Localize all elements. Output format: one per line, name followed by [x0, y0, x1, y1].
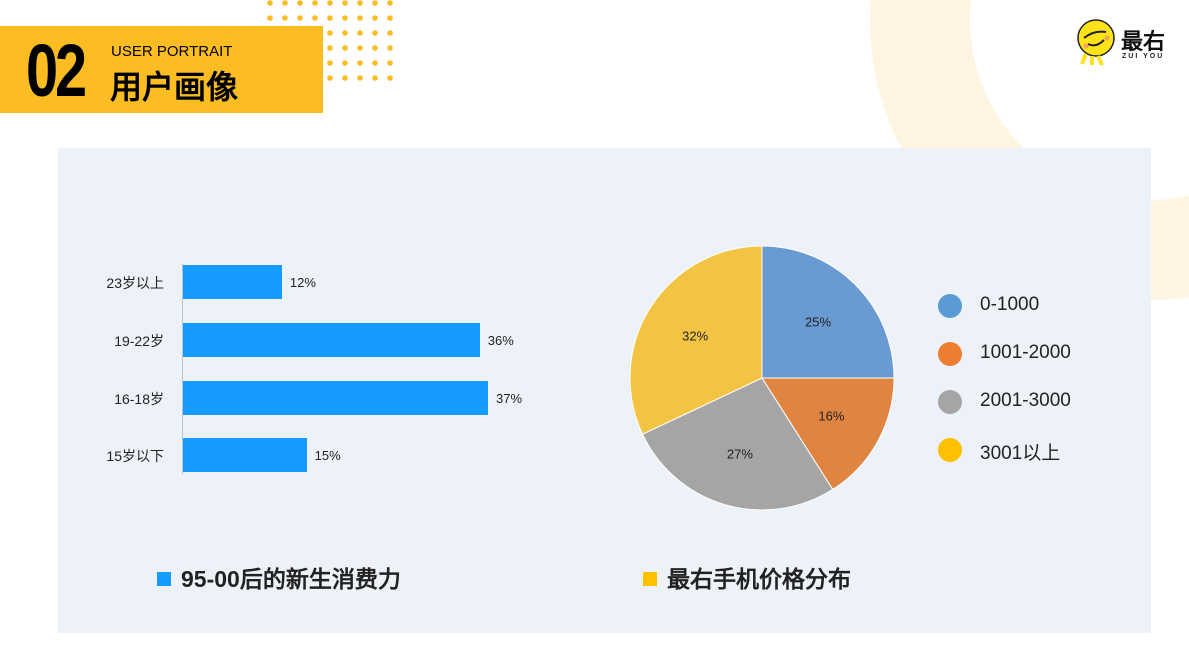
legend-swatch-icon [938, 438, 962, 462]
section-subtitle: USER PORTRAIT [111, 43, 233, 60]
bar-value-label: 37% [496, 391, 523, 406]
dot [342, 60, 348, 66]
legend-label: 0-1000 [980, 294, 1040, 315]
dot [327, 30, 333, 36]
dot [267, 15, 273, 21]
bar [183, 381, 488, 415]
dot [357, 75, 363, 81]
dot [387, 0, 393, 6]
bar [183, 323, 480, 357]
dot [372, 30, 378, 36]
legend-item: 2001-3000 [938, 390, 1138, 416]
logo-text: 最右 [1121, 29, 1166, 54]
pie-value-label: 16% [818, 408, 845, 424]
legend-item: 3001以上 [938, 438, 1138, 464]
bar-category-label: 19-22岁 [114, 333, 164, 349]
legend-label: 3001以上 [980, 443, 1061, 464]
dot [387, 45, 393, 51]
logo-mascot-icon [1077, 19, 1115, 66]
dot [267, 0, 273, 6]
pie-chart [629, 245, 895, 511]
pie-chart-caption: 最右手机价格分布 [643, 560, 851, 594]
dot [387, 15, 393, 21]
dot [372, 15, 378, 21]
dot [387, 30, 393, 36]
section-number: 02 [26, 29, 87, 112]
dot [357, 60, 363, 66]
bar-value-label: 15% [314, 448, 341, 463]
bar-category-label: 16-18岁 [114, 391, 164, 407]
logo-subtext: ZUI YOU [1122, 53, 1165, 60]
legend-swatch-icon [938, 342, 962, 366]
dot [357, 30, 363, 36]
caption-text: 最右手机价格分布 [667, 566, 851, 592]
dot [327, 15, 333, 21]
dot [342, 75, 348, 81]
dot [372, 75, 378, 81]
section-title: 用户画像 [110, 69, 239, 105]
dot [357, 45, 363, 51]
legend-swatch-icon [938, 294, 962, 318]
dot [327, 0, 333, 6]
dot [342, 30, 348, 36]
legend-label: 1001-2000 [980, 342, 1071, 363]
caption-marker-icon [643, 572, 657, 586]
pie-value-label: 25% [804, 314, 832, 330]
pie-slice [761, 245, 895, 379]
dot [357, 15, 363, 21]
pie-slice [641, 377, 834, 511]
dot [327, 75, 333, 81]
bar-value-label: 36% [487, 333, 514, 348]
caption-text: 95-00后的新生消费力 [181, 566, 401, 592]
bar-value-label: 12% [289, 275, 316, 290]
bar [183, 438, 307, 472]
bar-axis [182, 264, 183, 474]
dot [372, 60, 378, 66]
bar [183, 265, 282, 299]
dot [372, 0, 378, 6]
legend-swatch-icon [938, 390, 962, 414]
dot [312, 15, 318, 21]
dot [372, 45, 378, 51]
dot [342, 0, 348, 6]
dot [282, 0, 288, 6]
dot [387, 75, 393, 81]
legend-item: 1001-2000 [938, 342, 1138, 368]
dot [282, 15, 288, 21]
bar-category-label: 23岁以上 [106, 275, 164, 291]
dot [357, 0, 363, 6]
dot [342, 15, 348, 21]
dot-pattern [267, 0, 393, 81]
pie-value-label: 32% [682, 328, 709, 344]
dot [327, 60, 333, 66]
dot [387, 60, 393, 66]
bar-category-label: 15岁以下 [106, 448, 164, 464]
pie-slice [761, 377, 895, 491]
bar-chart-caption: 95-00后的新生消费力 [157, 560, 401, 594]
pie-value-label: 27% [726, 446, 753, 462]
dot [342, 45, 348, 51]
dot [297, 15, 303, 21]
dot [297, 0, 303, 6]
caption-marker-icon [157, 572, 171, 586]
pie-slice [629, 245, 763, 435]
legend-label: 2001-3000 [980, 390, 1071, 411]
dot [327, 45, 333, 51]
legend-item: 0-1000 [938, 294, 1138, 320]
dot [312, 0, 318, 6]
section-header: 02 USER PORTRAIT 用户画像 [0, 26, 323, 113]
